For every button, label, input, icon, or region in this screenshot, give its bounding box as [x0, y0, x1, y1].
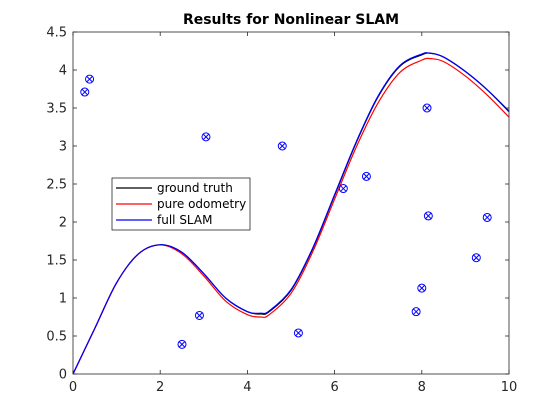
series-lines: [72, 52, 510, 375]
landmark-marker: [423, 211, 433, 221]
axes: 0 2 4 6 8 10 0 0.5 1 1.5 2 2.5 3 3.5 4 4.5: [46, 26, 517, 396]
x-tick-label: 10: [501, 380, 518, 395]
landmark-marker: [417, 283, 427, 293]
y-tick-label: 2.5: [46, 178, 67, 193]
landmark-marker: [277, 141, 287, 151]
axes-frame: [72, 31, 510, 375]
y-tick-label: 0: [59, 368, 67, 383]
series-line-full-slam: [72, 52, 510, 375]
y-tick-label: 1: [59, 292, 67, 307]
y-tick-label: 1.5: [46, 254, 67, 269]
x-tick-label: 6: [330, 380, 338, 395]
legend: ground truth pure odometry full SLAM: [111, 177, 251, 231]
legend-label-pure-odometry: pure odometry: [157, 197, 246, 211]
landmark-marker: [201, 132, 211, 142]
legend-label-full-slam: full SLAM: [157, 213, 212, 227]
x-tick-label: 2: [156, 380, 164, 395]
landmark-marker: [482, 212, 492, 222]
x-tick-label: 0: [69, 380, 77, 395]
chart-title: Results for Nonlinear SLAM: [183, 12, 399, 28]
landmark-marker: [361, 171, 371, 181]
landmark-marker: [411, 307, 421, 317]
landmark-marker: [471, 253, 481, 263]
landmark-marker: [293, 328, 303, 338]
x-tick-label: 4: [243, 380, 251, 395]
landmark-marker: [338, 184, 348, 194]
landmark-marker: [177, 339, 187, 349]
y-tick-label: 4.5: [46, 26, 67, 41]
y-tick-label: 2: [59, 216, 67, 231]
y-tick-label: 3.5: [46, 102, 67, 117]
legend-label-ground-truth: ground truth: [157, 181, 233, 195]
landmark-marker: [194, 310, 204, 320]
y-tick-label: 4: [59, 64, 67, 79]
landmark-marker: [80, 87, 90, 97]
landmark-marker: [85, 74, 95, 84]
landmark-marker: [422, 103, 432, 113]
y-tick-label: 3: [59, 140, 67, 155]
y-tick-label: 0.5: [46, 330, 67, 345]
landmark-markers: [80, 74, 492, 349]
x-tick-label: 8: [418, 380, 426, 395]
